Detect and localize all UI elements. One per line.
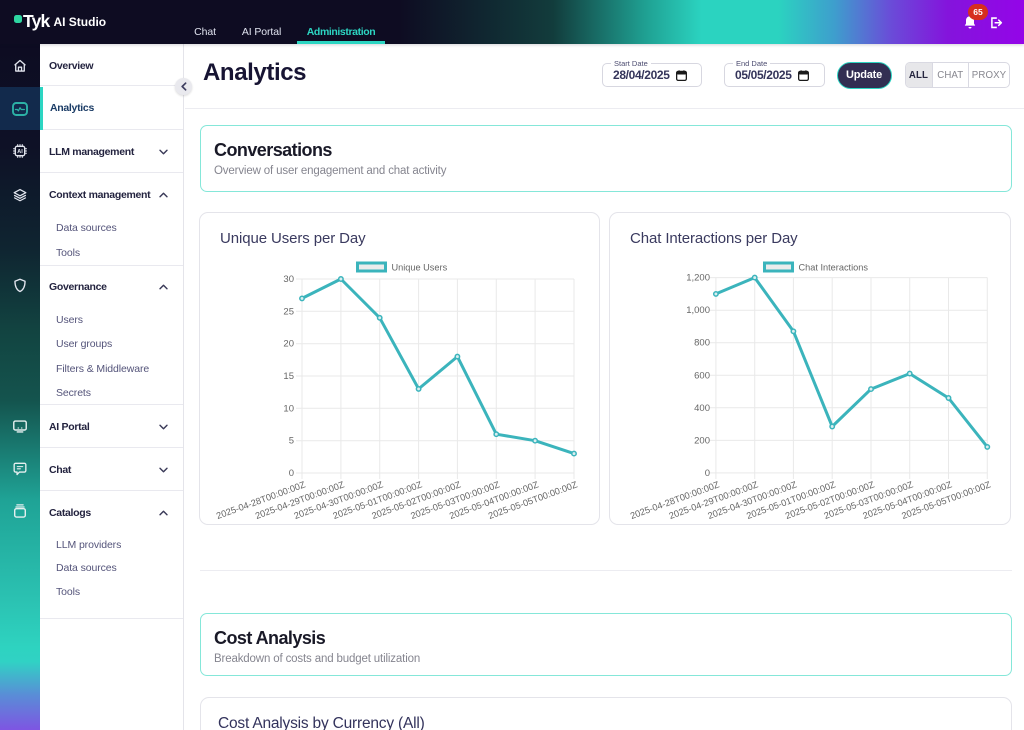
svg-text:30: 30 — [283, 274, 294, 285]
svg-text:800: 800 — [694, 338, 710, 349]
svg-text:1,000: 1,000 — [686, 305, 710, 316]
svg-text:AI: AI — [17, 149, 23, 155]
svg-text:20: 20 — [283, 339, 294, 350]
svg-text:Chat Interactions: Chat Interactions — [799, 263, 869, 273]
svg-text:200: 200 — [694, 435, 710, 446]
svg-text:Chat Interactions per Day: Chat Interactions per Day — [630, 230, 798, 247]
svg-text:15: 15 — [283, 371, 294, 382]
svg-text:0: 0 — [289, 468, 294, 479]
svg-text:0: 0 — [705, 468, 710, 479]
svg-text:Unique Users: Unique Users — [392, 263, 448, 273]
svg-text:Unique Users per Day: Unique Users per Day — [220, 230, 366, 247]
svg-text:1,200: 1,200 — [686, 273, 710, 284]
svg-text:600: 600 — [694, 370, 710, 381]
svg-text:5: 5 — [289, 436, 294, 447]
svg-text:25: 25 — [283, 306, 294, 317]
svg-text:400: 400 — [694, 403, 710, 414]
svg-text:10: 10 — [283, 403, 294, 414]
